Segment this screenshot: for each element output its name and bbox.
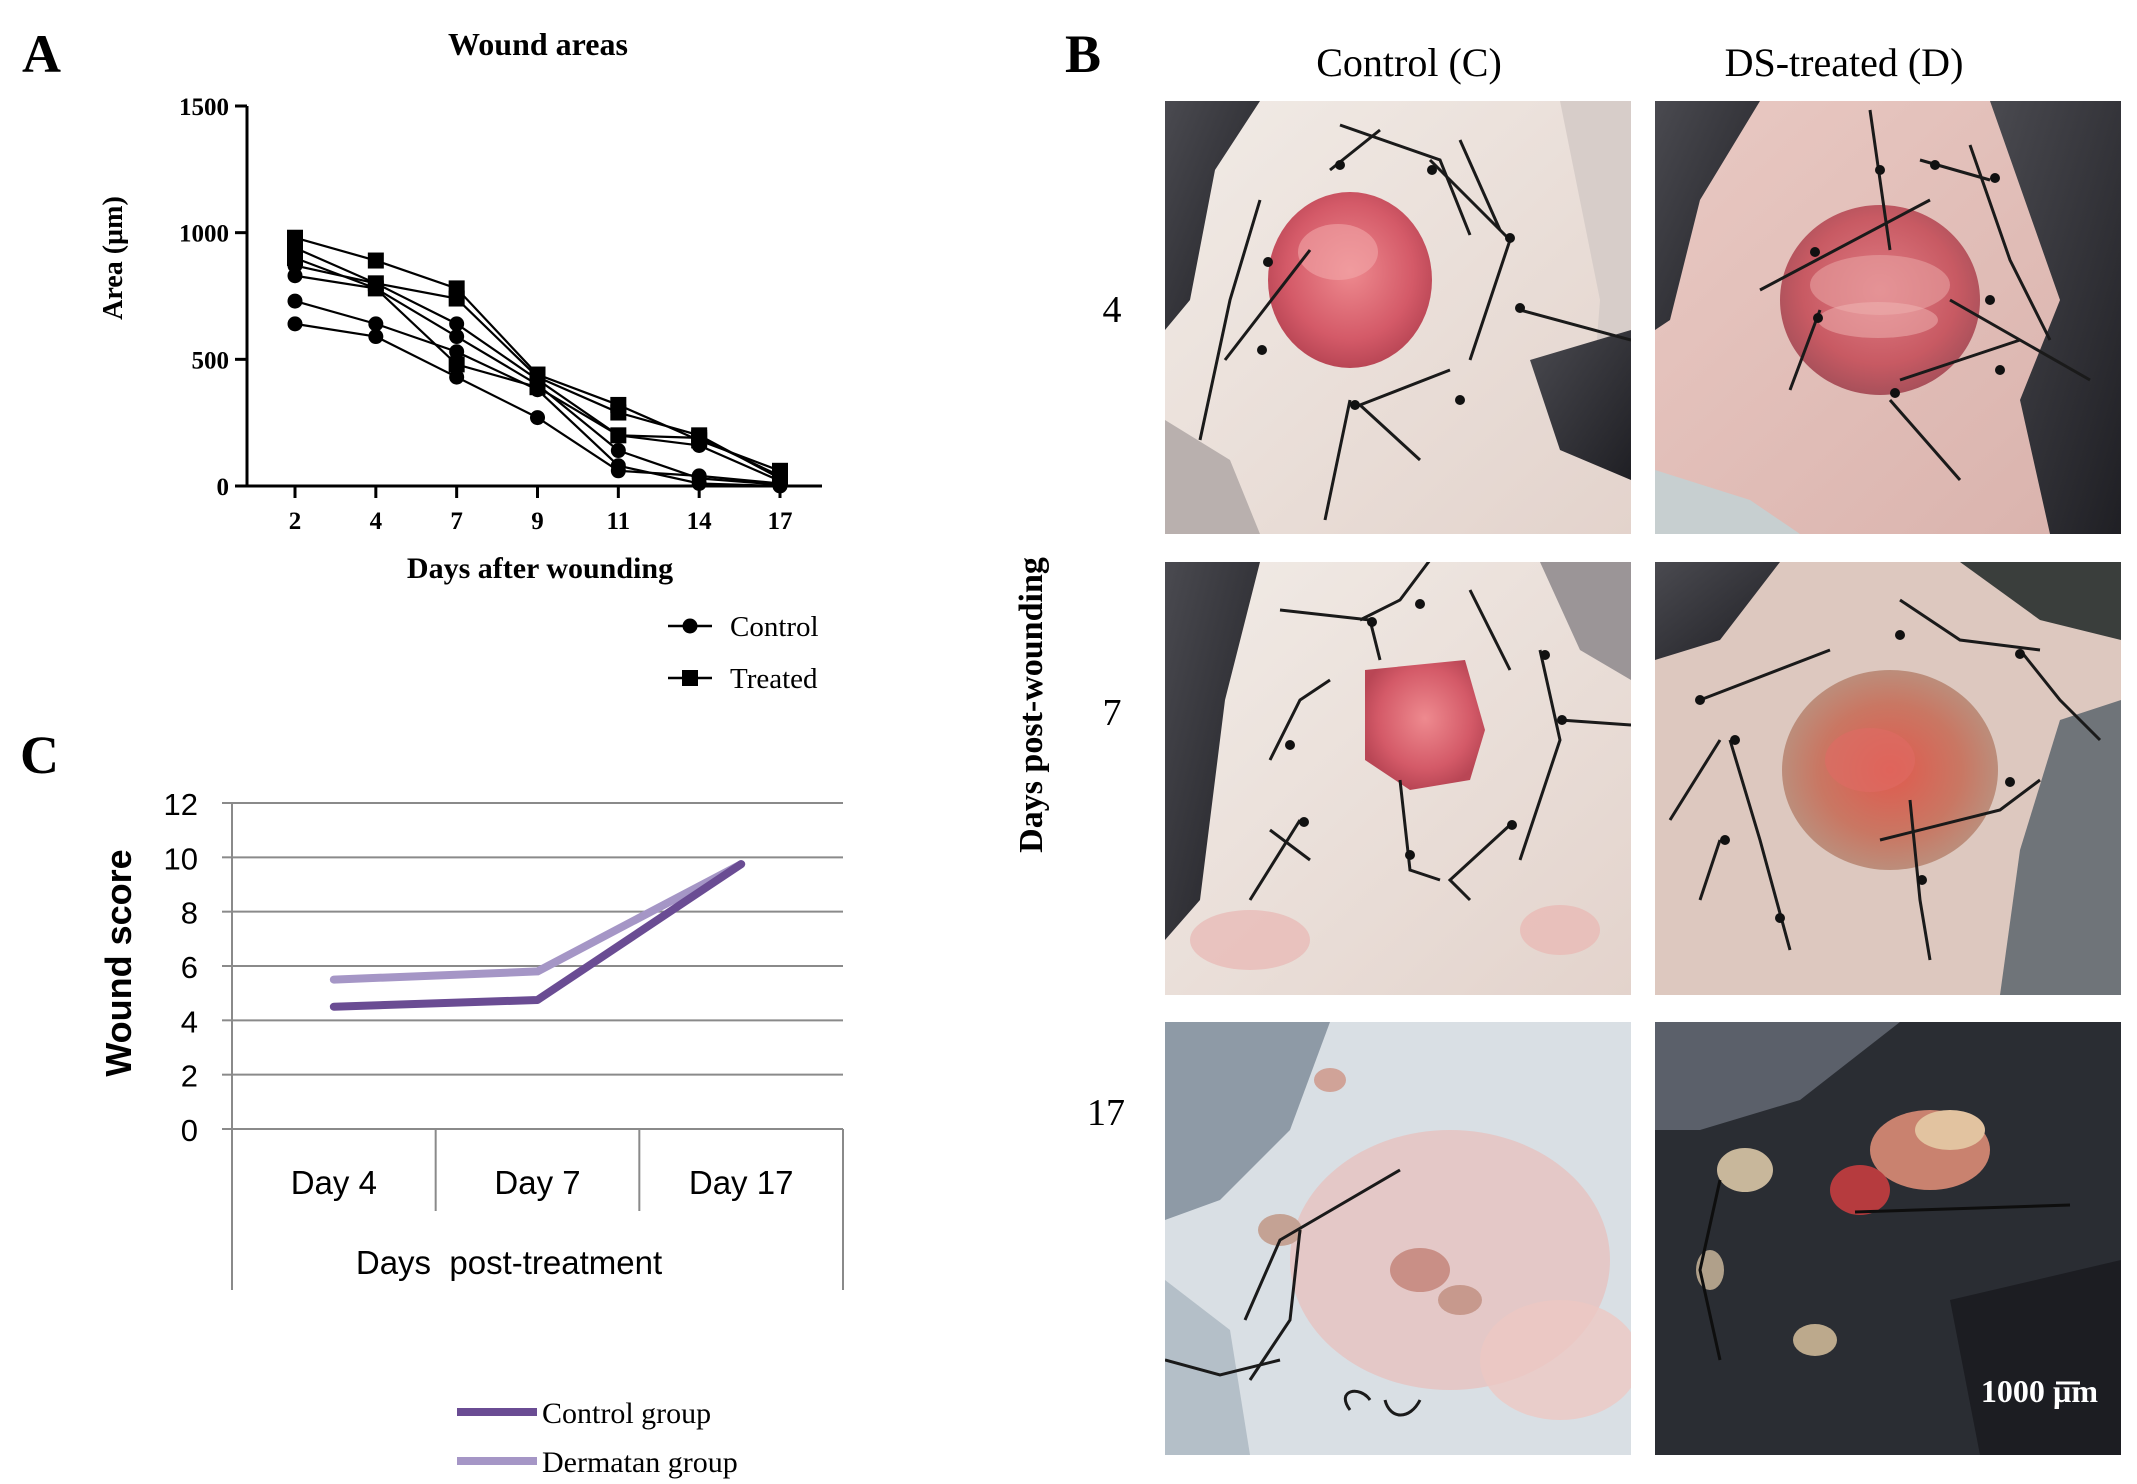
data-point [287, 229, 303, 246]
legend-marker [682, 618, 698, 634]
y-tick-label: 0 [217, 474, 230, 501]
col-header-control: Control (C) [1316, 40, 1502, 85]
photo-control-day-4 [1165, 101, 1631, 534]
x-tick-label: 9 [531, 508, 544, 535]
photo-control-day-17 [1165, 1022, 1631, 1455]
data-point [691, 470, 707, 486]
data-point [449, 329, 465, 345]
chart-a-y-label: Area (µm) [98, 196, 129, 320]
series-line-dermatan-group [329, 860, 746, 984]
data-point [287, 316, 303, 332]
series-line-control-group [329, 860, 746, 1011]
x-tick-label: 7 [450, 508, 463, 535]
y-tick-label: 1000 [179, 221, 229, 248]
chart-c-gridlines [232, 802, 843, 1130]
data-point [691, 432, 708, 449]
data-point [772, 462, 788, 479]
scale-bar-label: 1000 µm [1981, 1373, 2098, 1409]
data-point [529, 366, 546, 383]
panel-label-a: A [22, 24, 61, 84]
chart-c-x-axis: Day 4 Day 7 Day 17 [231, 1129, 844, 1290]
y-tick-label: 8 [181, 896, 198, 931]
data-point [367, 252, 384, 269]
data-point [367, 275, 384, 292]
chart-a-x-label: Days after wounding [407, 552, 673, 585]
row-label-day-4: 4 [1103, 289, 1122, 331]
y-tick-label: 0 [181, 1113, 198, 1148]
legend-label: Control group [542, 1397, 711, 1430]
photo-control-day-7 [1165, 562, 1631, 995]
x-tick-label: Day 4 [291, 1164, 377, 1201]
chart-a-x-axis: 2 4 7 9 11 14 17 [247, 484, 822, 535]
panel-label-c: C [20, 725, 59, 785]
photo-ds-treated-day-7 [1655, 562, 2121, 995]
panel-label-b: B [1065, 24, 1101, 84]
x-tick-label: 2 [289, 508, 302, 535]
photo-ds-treated-day-4 [1655, 101, 2121, 534]
series-control-0 [287, 316, 788, 491]
row-label-day-7: 7 [1103, 692, 1122, 734]
data-point [610, 427, 627, 444]
x-tick-label: 17 [768, 508, 793, 535]
legend-label: Dermatan group [542, 1446, 738, 1479]
x-tick-label: Day 7 [494, 1164, 580, 1201]
data-point [448, 280, 465, 297]
y-tick-label: 4 [181, 1004, 198, 1039]
chart-a-legend: Control Treated [668, 611, 819, 695]
chart-c-y-label: Wound score [98, 849, 139, 1076]
data-point [610, 458, 626, 474]
series-treated-5 [287, 239, 788, 487]
row-axis-label: Days post-wounding [1013, 557, 1050, 853]
data-point [449, 369, 465, 385]
chart-a-title: Wound areas [448, 26, 628, 62]
data-point [449, 344, 465, 360]
x-tick-label: 11 [607, 508, 631, 535]
legend-label: Treated [730, 663, 818, 695]
data-point [368, 316, 384, 332]
data-point [287, 293, 303, 309]
legend-item-control-group: Control group [457, 1397, 711, 1430]
legend-item-dermatan-group: Dermatan group [457, 1446, 738, 1479]
chart-c-x-label: Days post-treatment [356, 1244, 662, 1281]
y-tick-label: 2 [181, 1059, 198, 1094]
data-point [449, 316, 465, 332]
y-tick-label: 10 [164, 841, 198, 876]
data-point [530, 410, 545, 426]
legend-marker [682, 670, 698, 686]
x-tick-label: Day 17 [689, 1164, 794, 1201]
chart-a-y-axis: 0 500 1000 1500 [179, 94, 249, 501]
chart-a-series [287, 229, 788, 494]
data-point [448, 356, 465, 373]
y-tick-label: 6 [181, 950, 198, 985]
data-point [368, 329, 384, 345]
chart-c-y-axis: 0 2 4 6 8 10 12 [164, 787, 233, 1148]
series-line [294, 322, 781, 485]
col-header-ds-treated: DS-treated (D) [1725, 40, 1964, 85]
y-tick-label: 12 [164, 787, 198, 822]
chart-c-series [329, 860, 746, 1011]
x-tick-label: 14 [687, 508, 713, 535]
series-treated-6 [287, 229, 788, 479]
y-tick-label: 1500 [179, 94, 229, 121]
data-point [610, 443, 626, 459]
chart-c-legend: Control group Dermatan group [457, 1397, 738, 1479]
data-point [610, 396, 627, 413]
y-tick-label: 500 [192, 347, 230, 374]
legend-item-treated: Treated [668, 663, 818, 695]
series-line [294, 236, 781, 472]
photo-ds-treated-day-17 [1655, 1022, 2121, 1455]
row-label-day-17: 17 [1087, 1092, 1125, 1134]
x-tick-label: 4 [370, 508, 383, 535]
legend-label: Control [730, 611, 819, 643]
legend-item-control: Control [668, 611, 819, 643]
